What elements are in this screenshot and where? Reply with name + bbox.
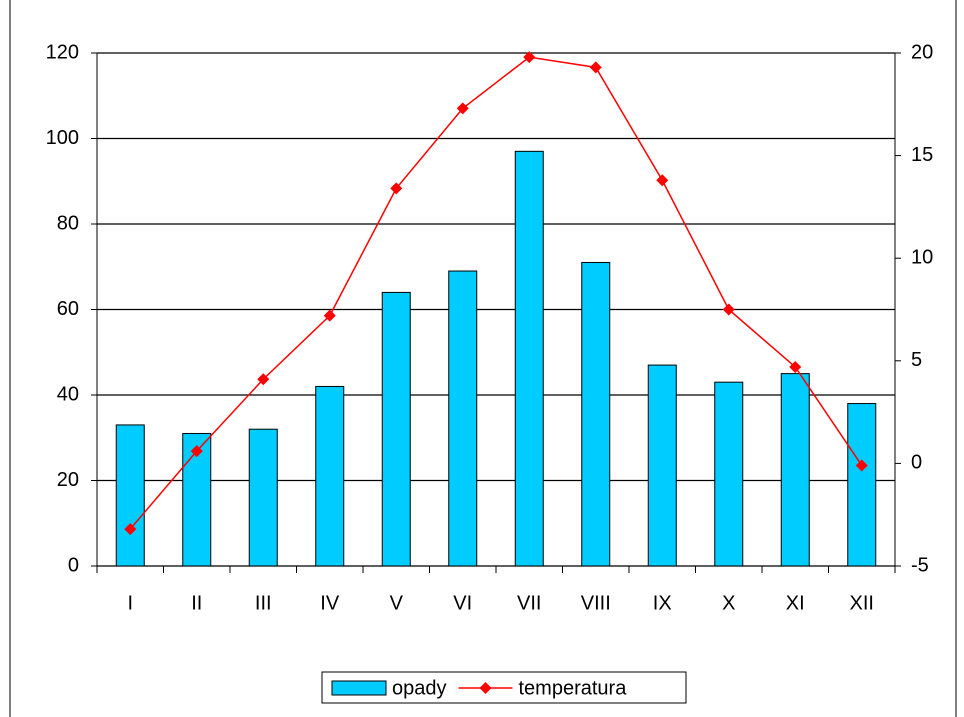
y-tick-label: 40 bbox=[57, 383, 79, 405]
y2-tick-label: 5 bbox=[911, 349, 922, 371]
bar bbox=[714, 381, 744, 567]
bar bbox=[581, 261, 611, 567]
x-tick-label: IV bbox=[320, 592, 340, 614]
y2-tick-label: 15 bbox=[911, 144, 933, 166]
y-tick-label: 120 bbox=[46, 41, 79, 63]
x-tick-label: XII bbox=[850, 592, 874, 614]
bar bbox=[647, 364, 677, 567]
x-tick-label: VII bbox=[517, 592, 541, 614]
y2-tick-label: 0 bbox=[911, 452, 922, 474]
bar bbox=[115, 424, 145, 567]
bar bbox=[514, 150, 544, 567]
y-tick-label: 0 bbox=[68, 554, 79, 576]
bar bbox=[448, 270, 478, 567]
y-tick-label: 60 bbox=[57, 298, 79, 320]
y-tick-label: 20 bbox=[57, 469, 79, 491]
x-tick-label: VIII bbox=[581, 592, 611, 614]
x-tick-label: II bbox=[191, 592, 202, 614]
bar bbox=[780, 373, 810, 567]
line-marker bbox=[855, 459, 868, 472]
chart-frame bbox=[9, 0, 957, 717]
bar bbox=[248, 428, 278, 567]
bar bbox=[847, 403, 877, 567]
x-tick-label: I bbox=[127, 592, 133, 614]
line-marker bbox=[456, 102, 469, 115]
y2-tick-label: -5 bbox=[911, 554, 929, 576]
x-tick-label: X bbox=[722, 592, 735, 614]
x-tick-label: XI bbox=[786, 592, 805, 614]
x-tick-label: V bbox=[390, 592, 404, 614]
y-tick-label: 80 bbox=[57, 212, 79, 234]
line-marker bbox=[722, 303, 735, 316]
line-marker bbox=[257, 373, 270, 386]
y2-tick-label: 10 bbox=[911, 246, 933, 268]
line-marker bbox=[589, 61, 602, 74]
x-tick-label: VI bbox=[453, 592, 472, 614]
legend-label: opady bbox=[392, 677, 447, 699]
bar bbox=[315, 385, 345, 567]
line-marker bbox=[323, 309, 336, 322]
legend-marker bbox=[479, 682, 492, 694]
line-marker bbox=[789, 360, 802, 373]
line-marker bbox=[124, 523, 137, 536]
line-marker bbox=[523, 51, 536, 64]
line-marker bbox=[190, 445, 203, 458]
line-marker bbox=[656, 174, 669, 187]
y-tick-label: 100 bbox=[46, 127, 79, 149]
legend-swatch bbox=[331, 680, 387, 696]
x-tick-label: III bbox=[255, 592, 272, 614]
bar bbox=[381, 291, 411, 567]
line-marker bbox=[390, 182, 403, 195]
y2-tick-label: 20 bbox=[911, 41, 933, 63]
legend-label: temperatura bbox=[519, 677, 628, 699]
x-tick-label: IX bbox=[653, 592, 672, 614]
line bbox=[129, 56, 863, 530]
